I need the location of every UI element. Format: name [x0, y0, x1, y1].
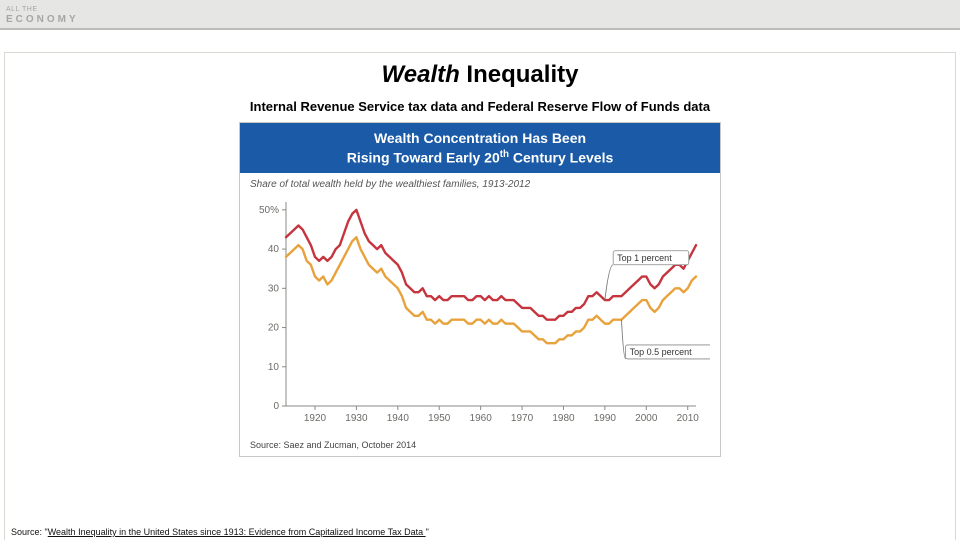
chart-source-line: Source: Saez and Zucman, October 2014: [240, 436, 720, 456]
app-header: ALL THE ECONOMY: [0, 0, 960, 30]
svg-text:0: 0: [273, 401, 279, 412]
footer-prefix: Source: ": [11, 527, 48, 537]
title-italic-word: Wealth: [382, 61, 460, 88]
svg-text:Top 0.5 percent: Top 0.5 percent: [630, 347, 693, 357]
chart-subcaption: Share of total wealth held by the wealth…: [240, 173, 720, 192]
chart-banner-line1: Wealth Concentration Has Been: [244, 129, 716, 148]
banner-line2-b: Century Levels: [509, 150, 613, 166]
header-logo: ECONOMY: [6, 14, 79, 25]
svg-text:40: 40: [268, 245, 280, 256]
svg-text:1990: 1990: [594, 413, 617, 424]
svg-text:1960: 1960: [470, 413, 493, 424]
svg-text:2000: 2000: [635, 413, 658, 424]
svg-text:30: 30: [268, 284, 280, 295]
svg-text:1940: 1940: [387, 413, 410, 424]
svg-text:2010: 2010: [677, 413, 700, 424]
chart-container: Wealth Concentration Has Been Rising Tow…: [239, 122, 721, 457]
slide-page: Wealth Inequality Internal Revenue Servi…: [4, 52, 956, 540]
header-gap: [0, 30, 960, 46]
svg-text:1950: 1950: [428, 413, 451, 424]
chart-plot: 0 10 20 30 40 50% 1920 1930 1940 1950 1960 1970 1980…: [250, 194, 712, 434]
footer-suffix: ": [426, 527, 429, 537]
chart-banner-line2: Rising Toward Early 20th Century Levels: [244, 148, 716, 168]
svg-text:1920: 1920: [304, 413, 327, 424]
chart-svg: 0 10 20 30 40 50% 1920 1930 1940 1950 1960 1970 1980…: [250, 194, 710, 434]
title-rest: Inequality: [460, 61, 579, 88]
footer-source: Source: "Wealth Inequality in the United…: [11, 527, 429, 537]
header-small-text: ALL THE: [6, 6, 38, 13]
page-title: Wealth Inequality: [5, 53, 955, 89]
svg-text:Top 1 percent: Top 1 percent: [617, 253, 672, 263]
banner-line2-sup: th: [500, 149, 509, 160]
svg-text:20: 20: [268, 323, 280, 334]
svg-text:50%: 50%: [259, 205, 279, 216]
svg-text:10: 10: [268, 362, 280, 373]
footer-link[interactable]: Wealth Inequality in the United States s…: [48, 527, 426, 537]
banner-line2-a: Rising Toward Early 20: [347, 150, 500, 166]
chart-banner: Wealth Concentration Has Been Rising Tow…: [240, 123, 720, 173]
svg-text:1980: 1980: [552, 413, 575, 424]
page-subtitle: Internal Revenue Service tax data and Fe…: [5, 99, 955, 114]
svg-text:1970: 1970: [511, 413, 534, 424]
svg-text:1930: 1930: [345, 413, 368, 424]
